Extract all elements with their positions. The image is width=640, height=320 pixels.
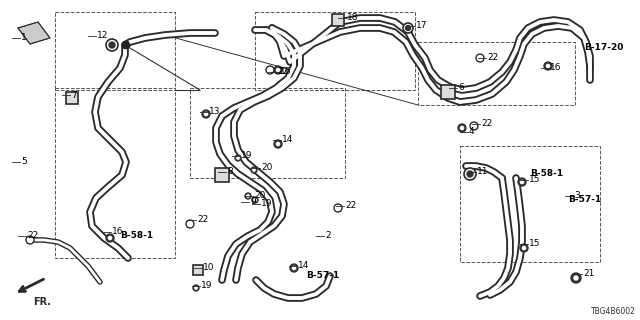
Text: 6: 6 xyxy=(458,84,464,92)
Circle shape xyxy=(108,236,111,240)
Text: B-17-20: B-17-20 xyxy=(584,44,623,52)
Text: 1: 1 xyxy=(21,34,27,43)
Bar xyxy=(215,168,229,182)
Circle shape xyxy=(520,180,524,184)
Text: 22: 22 xyxy=(345,202,356,211)
Polygon shape xyxy=(122,42,130,48)
Text: 20: 20 xyxy=(261,164,273,172)
Text: 22: 22 xyxy=(481,119,492,129)
Circle shape xyxy=(518,178,526,186)
Circle shape xyxy=(470,122,478,130)
Bar xyxy=(55,88,175,258)
Text: 19: 19 xyxy=(261,199,273,209)
Text: 16: 16 xyxy=(280,68,291,76)
Text: 7: 7 xyxy=(71,91,77,100)
Circle shape xyxy=(544,62,552,70)
Bar xyxy=(441,85,455,99)
Circle shape xyxy=(195,287,197,289)
Circle shape xyxy=(247,195,249,197)
Circle shape xyxy=(253,169,255,171)
Circle shape xyxy=(547,64,550,68)
Text: 16: 16 xyxy=(550,63,561,73)
Circle shape xyxy=(292,266,296,269)
Bar xyxy=(255,12,415,90)
Circle shape xyxy=(274,66,282,74)
Text: 17: 17 xyxy=(416,21,428,30)
Text: 20: 20 xyxy=(254,191,266,201)
Bar xyxy=(460,146,600,262)
Polygon shape xyxy=(18,22,50,44)
Text: 14: 14 xyxy=(282,135,293,145)
Circle shape xyxy=(106,234,114,242)
Circle shape xyxy=(574,276,578,280)
Text: 22: 22 xyxy=(197,215,208,225)
Circle shape xyxy=(520,244,528,252)
Circle shape xyxy=(571,273,581,283)
Circle shape xyxy=(290,264,298,272)
Circle shape xyxy=(276,142,280,146)
Text: 9: 9 xyxy=(250,197,256,206)
Text: 11: 11 xyxy=(477,167,488,177)
Text: 14: 14 xyxy=(298,261,309,270)
Circle shape xyxy=(237,157,239,159)
Circle shape xyxy=(26,236,34,244)
Circle shape xyxy=(109,42,115,48)
Text: 15: 15 xyxy=(529,239,541,249)
Circle shape xyxy=(334,204,342,212)
Circle shape xyxy=(251,167,257,173)
Bar xyxy=(55,12,175,90)
Circle shape xyxy=(458,124,466,132)
Circle shape xyxy=(106,39,118,51)
Text: 8: 8 xyxy=(227,167,233,177)
Circle shape xyxy=(276,68,280,72)
Text: 12: 12 xyxy=(97,31,108,41)
Text: B-57-1: B-57-1 xyxy=(306,271,339,281)
Bar xyxy=(418,42,575,105)
Circle shape xyxy=(235,155,241,161)
Circle shape xyxy=(245,193,251,199)
Text: 5: 5 xyxy=(21,157,27,166)
Text: 18: 18 xyxy=(347,13,358,22)
Text: 22: 22 xyxy=(487,53,499,62)
Circle shape xyxy=(522,246,525,250)
Text: 16: 16 xyxy=(112,228,124,236)
Circle shape xyxy=(186,220,194,228)
Text: B-57-1: B-57-1 xyxy=(568,196,601,204)
Text: 3: 3 xyxy=(574,191,580,201)
Text: B-58-1: B-58-1 xyxy=(120,231,153,241)
Text: 21: 21 xyxy=(583,269,595,278)
Circle shape xyxy=(193,285,199,291)
Text: 22: 22 xyxy=(277,68,288,76)
Text: TBG4B6002: TBG4B6002 xyxy=(591,307,636,316)
Circle shape xyxy=(252,197,258,203)
Text: FR.: FR. xyxy=(33,297,51,307)
Circle shape xyxy=(204,112,207,116)
Bar xyxy=(66,92,78,104)
Text: 15: 15 xyxy=(529,175,541,185)
Circle shape xyxy=(467,171,473,177)
Text: 19: 19 xyxy=(201,282,212,291)
Text: B-58-1: B-58-1 xyxy=(530,170,563,179)
Bar xyxy=(332,14,344,26)
Bar xyxy=(193,265,203,275)
Text: 4: 4 xyxy=(469,127,475,137)
Circle shape xyxy=(403,23,413,33)
Circle shape xyxy=(476,54,484,62)
Circle shape xyxy=(406,26,410,30)
Circle shape xyxy=(460,126,463,130)
Text: 19: 19 xyxy=(241,151,253,161)
Text: 10: 10 xyxy=(203,263,214,273)
Circle shape xyxy=(254,199,256,201)
Circle shape xyxy=(266,66,274,74)
Bar xyxy=(190,88,345,178)
Circle shape xyxy=(202,110,210,118)
Text: 13: 13 xyxy=(209,108,221,116)
Circle shape xyxy=(274,140,282,148)
Text: 22: 22 xyxy=(27,231,38,241)
Text: 2: 2 xyxy=(325,231,331,241)
Circle shape xyxy=(464,168,476,180)
